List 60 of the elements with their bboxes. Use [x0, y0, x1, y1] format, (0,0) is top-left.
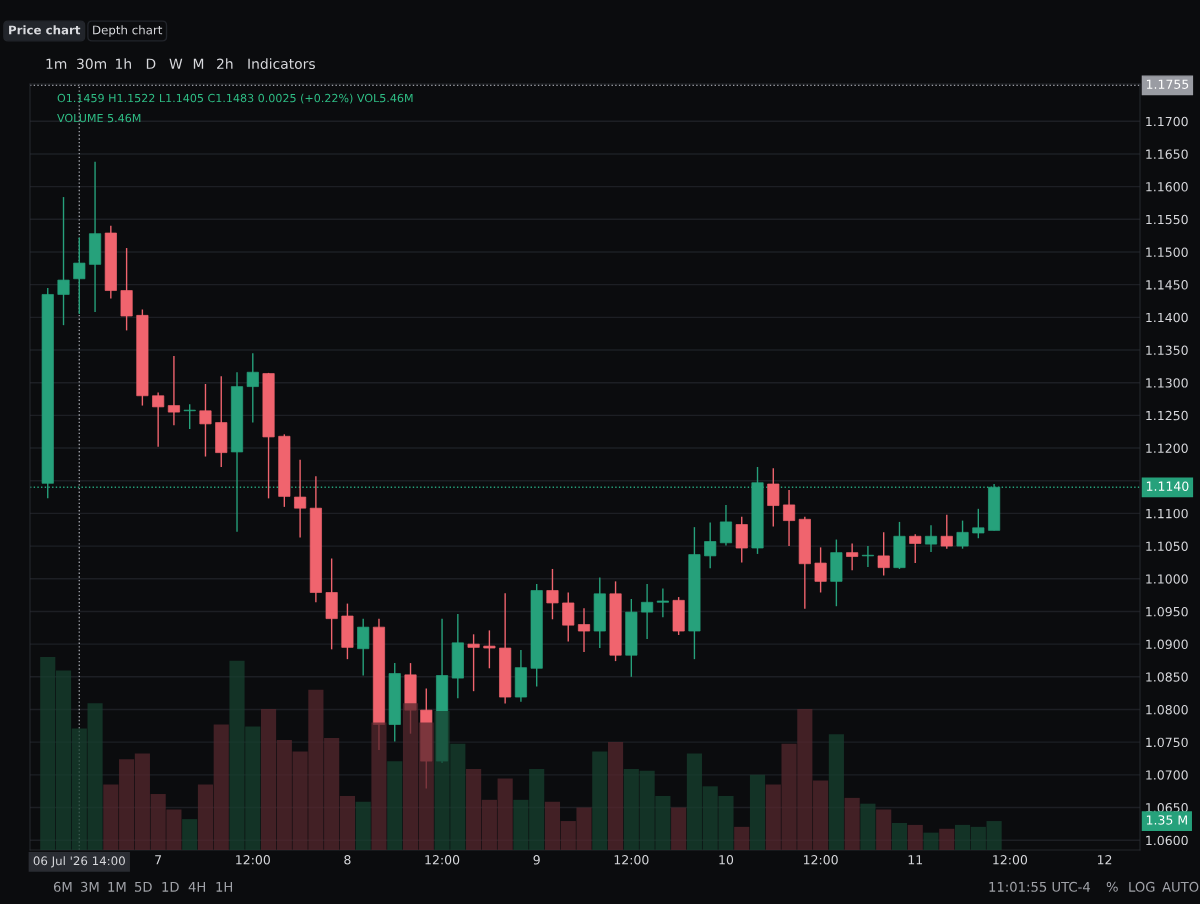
text: 4H: [188, 882, 206, 892]
x-tick-label: 12:00: [425, 855, 460, 865]
ref-line-label: 1.1755: [1146, 79, 1189, 89]
text: %: [1106, 881, 1118, 892]
text: LOG: [1129, 881, 1155, 892]
text: Price chart: [9, 25, 81, 35]
text: Indicators: [248, 58, 315, 70]
text: AUTO: [1162, 881, 1199, 892]
y-tick-label: 1.1250: [1146, 410, 1188, 421]
x-tick-label: 8: [344, 855, 351, 865]
y-tick-label: 1.1200: [1146, 443, 1188, 453]
x-tick-label: 12:00: [614, 855, 649, 865]
text: Depth chart: [93, 25, 163, 37]
y-tick-label: 1.1050: [1146, 541, 1188, 552]
x-tick-label: 9: [533, 855, 540, 865]
x-tick-label: 10: [719, 855, 734, 865]
y-tick-label: 1.0700: [1146, 770, 1188, 780]
x-tick-label: 11: [908, 855, 923, 865]
y-tick-label: 1.1600: [1146, 182, 1188, 192]
y-tick-label: 1.0900: [1146, 639, 1188, 650]
y-tick-label: 1.1350: [1146, 345, 1188, 355]
y-tick-label: 1.1650: [1146, 149, 1188, 159]
text: 2h: [217, 58, 233, 69]
text: 6M: [53, 881, 72, 892]
annotation: VOLUME 5.46M: [57, 113, 141, 123]
y-tick-label: 1.1450: [1146, 280, 1188, 290]
y-tick-label: 1.0750: [1146, 737, 1188, 748]
text: 5D: [135, 882, 152, 892]
text: 30m: [77, 58, 107, 70]
y-tick-label: 1.1100: [1146, 508, 1188, 519]
annotation: O1.1459 H1.1522 L1.1405 C1.1483 0.0025 (+0.22%) VOL5.46M: [57, 93, 413, 104]
text: 1.35 M: [1146, 815, 1187, 825]
x-tick-label: 12:00: [993, 855, 1028, 865]
ref-line-label: 1.1140: [1146, 481, 1189, 491]
text: 1D: [162, 882, 179, 892]
text: D: [146, 58, 156, 69]
y-tick-label: 1.0650: [1146, 802, 1188, 813]
ref-line-label: 06 Jul '26 14:00: [33, 856, 125, 868]
text: 1h: [116, 58, 131, 69]
x-tick-label: 12:00: [803, 855, 838, 865]
y-tick-label: 1.1400: [1146, 312, 1188, 323]
text: M: [193, 58, 204, 69]
y-tick-label: 1.1550: [1146, 214, 1188, 225]
y-tick-label: 1.0600: [1146, 835, 1188, 846]
text: W: [169, 58, 183, 69]
y-tick-label: 1.0800: [1146, 704, 1188, 715]
y-tick-label: 1.1700: [1146, 116, 1188, 127]
y-tick-label: 1.1500: [1146, 247, 1188, 257]
text: 1H: [216, 882, 233, 892]
x-tick-label: 12: [1097, 855, 1112, 865]
text: 1m: [46, 58, 67, 69]
text: 1M: [108, 882, 126, 892]
y-tick-label: 1.0950: [1146, 606, 1188, 617]
text: 3M: [81, 881, 99, 892]
y-tick-label: 1.0850: [1146, 672, 1188, 682]
x-tick-label: 7: [155, 855, 162, 865]
y-tick-label: 1.1000: [1146, 574, 1188, 584]
text: 11:01:55 UTC-4: [989, 881, 1091, 892]
y-tick-label: 1.1300: [1146, 378, 1188, 388]
x-tick-label: 12:00: [236, 855, 270, 865]
